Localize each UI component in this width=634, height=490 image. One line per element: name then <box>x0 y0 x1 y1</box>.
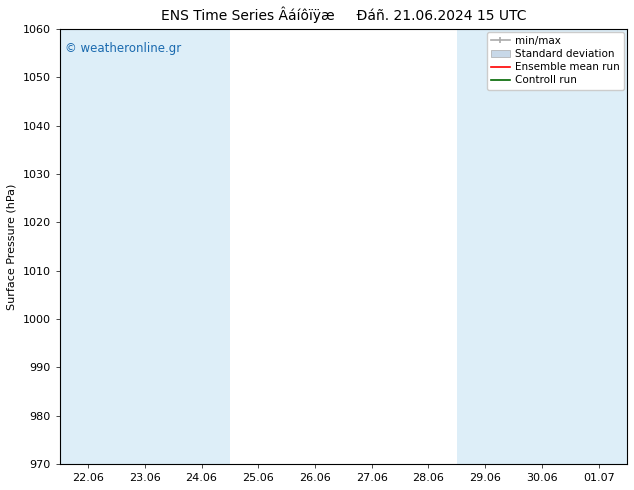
Bar <box>60 29 117 464</box>
Text: © weatheronline.gr: © weatheronline.gr <box>65 42 181 55</box>
Y-axis label: Surface Pressure (hPa): Surface Pressure (hPa) <box>7 183 17 310</box>
Title: ENS Time Series Âáíôïÿæ     Đáñ. 21.06.2024 15 UTC: ENS Time Series Âáíôïÿæ Đáñ. 21.06.2024 … <box>160 7 526 24</box>
Bar <box>173 29 230 464</box>
Bar <box>457 29 514 464</box>
Bar <box>117 29 173 464</box>
Bar <box>514 29 571 464</box>
Legend: min/max, Standard deviation, Ensemble mean run, Controll run: min/max, Standard deviation, Ensemble me… <box>487 32 624 90</box>
Bar <box>571 29 627 464</box>
